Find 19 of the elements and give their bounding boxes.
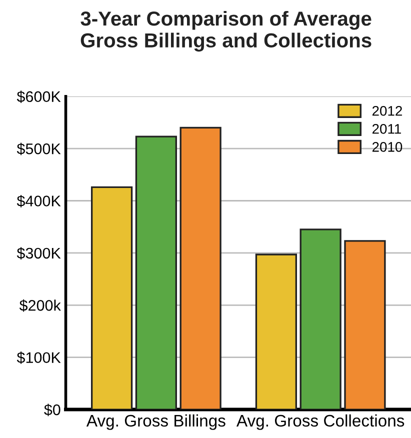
y-tick-label: $500K <box>16 142 61 156</box>
bar <box>135 136 177 410</box>
x-tick-label: Avg. Gross Collections <box>236 414 404 430</box>
bar <box>300 228 342 410</box>
y-tick-label: $0 <box>44 404 60 416</box>
y-tick-label: $400K <box>16 194 61 208</box>
y-tick-label: $300K <box>16 247 61 260</box>
bar <box>344 240 386 410</box>
y-tick-label: $200k <box>19 299 61 312</box>
y-tick-label: $600K <box>16 90 61 103</box>
bar <box>255 254 297 410</box>
y-tick-label: $100K <box>16 352 61 364</box>
bar <box>180 126 222 410</box>
bar <box>90 186 133 410</box>
chart-title: 3-Year Comparison of Average Gross Billings and Collections <box>80 10 372 52</box>
legend-label: 2010 <box>372 142 402 152</box>
x-tick-label: Avg. Gross Billings <box>86 414 226 430</box>
legend-label: 2012 <box>372 106 402 116</box>
legend-label: 2011 <box>372 124 401 134</box>
